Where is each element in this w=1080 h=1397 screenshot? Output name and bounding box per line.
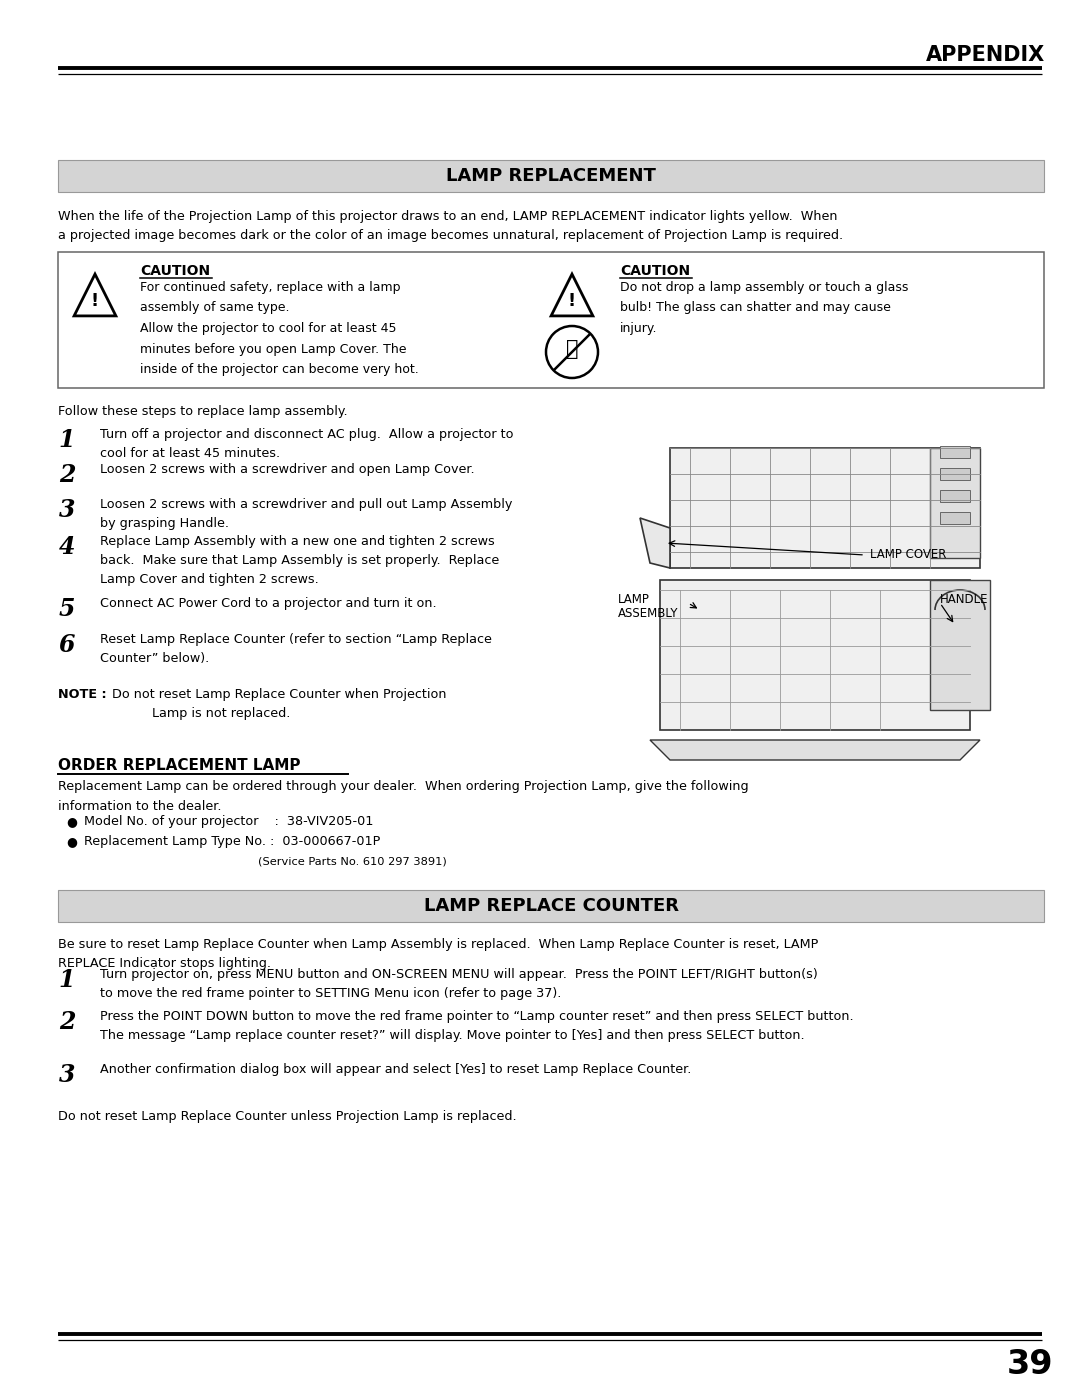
Text: Turn off a projector and disconnect AC plug.  Allow a projector to
cool for at l: Turn off a projector and disconnect AC p…: [100, 427, 513, 460]
Polygon shape: [650, 740, 980, 760]
Text: Connect AC Power Cord to a projector and turn it on.: Connect AC Power Cord to a projector and…: [100, 597, 436, 610]
Text: ORDER REPLACEMENT LAMP: ORDER REPLACEMENT LAMP: [58, 759, 300, 773]
Text: Press the POINT DOWN button to move the red frame pointer to “Lamp counter reset: Press the POINT DOWN button to move the …: [100, 1010, 853, 1042]
Bar: [930, 580, 990, 710]
Bar: [940, 446, 970, 458]
Text: Replacement Lamp can be ordered through your dealer.  When ordering Projection L: Replacement Lamp can be ordered through …: [58, 780, 748, 813]
Text: LAMP: LAMP: [618, 592, 650, 606]
Text: Loosen 2 screws with a screwdriver and open Lamp Cover.: Loosen 2 screws with a screwdriver and o…: [100, 462, 474, 476]
Text: 5: 5: [58, 597, 76, 622]
Text: 2: 2: [58, 462, 76, 488]
Bar: [58, 251, 1044, 388]
Text: 1: 1: [58, 968, 76, 992]
Text: 1: 1: [58, 427, 76, 453]
Text: Do not reset Lamp Replace Counter unless Projection Lamp is replaced.: Do not reset Lamp Replace Counter unless…: [58, 1111, 516, 1123]
Text: 3: 3: [58, 1063, 76, 1087]
Text: Follow these steps to replace lamp assembly.: Follow these steps to replace lamp assem…: [58, 405, 348, 418]
Text: ●: ●: [66, 814, 77, 828]
Bar: [940, 468, 970, 481]
Text: (Service Parts No. 610 297 3891): (Service Parts No. 610 297 3891): [258, 856, 447, 868]
Polygon shape: [640, 518, 670, 569]
Text: 3: 3: [58, 497, 76, 522]
Text: LAMP COVER: LAMP COVER: [870, 549, 946, 562]
Text: ✋: ✋: [566, 339, 578, 359]
Text: 39: 39: [1007, 1348, 1053, 1382]
Text: HANDLE: HANDLE: [940, 592, 988, 606]
Bar: [670, 448, 980, 569]
Bar: [940, 511, 970, 524]
Text: For continued safety, replace with a lamp
assembly of same type.
Allow the proje: For continued safety, replace with a lam…: [140, 281, 419, 376]
Text: Turn projector on, press MENU button and ON-SCREEN MENU will appear.  Press the : Turn projector on, press MENU button and…: [100, 968, 818, 1000]
Text: 6: 6: [58, 633, 76, 657]
Bar: [660, 580, 970, 731]
Text: 4: 4: [58, 535, 76, 559]
Text: !: !: [568, 292, 576, 310]
Text: Another confirmation dialog box will appear and select [Yes] to reset Lamp Repla: Another confirmation dialog box will app…: [100, 1063, 691, 1076]
Bar: [58, 890, 1044, 922]
Bar: [940, 490, 970, 502]
Text: !: !: [91, 292, 99, 310]
Bar: [930, 448, 980, 557]
Text: CAUTION: CAUTION: [140, 264, 211, 278]
Text: Replacement Lamp Type No. :  03-000667-01P: Replacement Lamp Type No. : 03-000667-01…: [84, 835, 380, 848]
Text: ●: ●: [66, 835, 77, 848]
Text: When the life of the Projection Lamp of this projector draws to an end, LAMP REP: When the life of the Projection Lamp of …: [58, 210, 843, 243]
Text: CAUTION: CAUTION: [620, 264, 690, 278]
Text: 2: 2: [58, 1010, 76, 1034]
Text: Be sure to reset Lamp Replace Counter when Lamp Assembly is replaced.  When Lamp: Be sure to reset Lamp Replace Counter wh…: [58, 937, 819, 971]
Text: Do not reset Lamp Replace Counter when Projection
           Lamp is not replace: Do not reset Lamp Replace Counter when P…: [108, 687, 446, 721]
Bar: [58, 161, 1044, 191]
Text: Do not drop a lamp assembly or touch a glass
bulb! The glass can shatter and may: Do not drop a lamp assembly or touch a g…: [620, 281, 908, 335]
Text: NOTE :: NOTE :: [58, 687, 107, 701]
Text: LAMP REPLACE COUNTER: LAMP REPLACE COUNTER: [423, 897, 678, 915]
Text: APPENDIX: APPENDIX: [926, 45, 1045, 66]
Text: Loosen 2 screws with a screwdriver and pull out Lamp Assembly
by grasping Handle: Loosen 2 screws with a screwdriver and p…: [100, 497, 512, 531]
Text: LAMP REPLACEMENT: LAMP REPLACEMENT: [446, 168, 656, 184]
Text: ASSEMBLY: ASSEMBLY: [618, 608, 678, 620]
Text: Reset Lamp Replace Counter (refer to section “Lamp Replace
Counter” below).: Reset Lamp Replace Counter (refer to sec…: [100, 633, 491, 665]
Text: Replace Lamp Assembly with a new one and tighten 2 screws
back.  Make sure that : Replace Lamp Assembly with a new one and…: [100, 535, 499, 587]
Text: Model No. of your projector    :  38-VIV205-01: Model No. of your projector : 38-VIV205-…: [84, 814, 374, 828]
